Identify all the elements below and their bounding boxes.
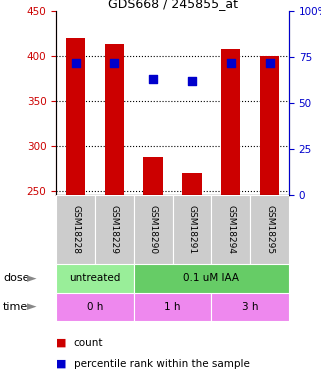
Bar	[56, 292, 134, 321]
Bar	[95, 195, 134, 264]
Bar	[260, 56, 279, 195]
Point	[73, 60, 78, 66]
Text: untreated: untreated	[69, 273, 121, 284]
Bar	[134, 195, 173, 264]
Point	[189, 78, 195, 84]
Bar	[172, 195, 211, 264]
Text: ■: ■	[56, 338, 67, 348]
Text: ►: ►	[27, 300, 37, 313]
Text: GSM18295: GSM18295	[265, 205, 274, 254]
Point	[151, 76, 156, 82]
Text: 0 h: 0 h	[87, 302, 103, 312]
Point	[228, 60, 233, 66]
Text: 1 h: 1 h	[164, 302, 181, 312]
Text: 3 h: 3 h	[242, 302, 258, 312]
Text: GSM18229: GSM18229	[110, 205, 119, 254]
Text: GSM18290: GSM18290	[149, 205, 158, 254]
Bar	[182, 174, 202, 195]
Bar	[105, 44, 124, 195]
Bar	[250, 195, 289, 264]
Bar	[134, 264, 289, 292]
Text: dose: dose	[3, 273, 30, 284]
Text: ■: ■	[56, 359, 67, 369]
Text: GSM18291: GSM18291	[187, 205, 196, 254]
Text: GSM18228: GSM18228	[71, 205, 80, 254]
Text: percentile rank within the sample: percentile rank within the sample	[74, 359, 250, 369]
Bar	[143, 158, 163, 195]
Text: 0.1 uM IAA: 0.1 uM IAA	[183, 273, 239, 284]
Text: time: time	[3, 302, 29, 312]
Bar	[221, 49, 240, 195]
Text: ►: ►	[27, 272, 37, 285]
Text: count: count	[74, 338, 103, 348]
Title: GDS668 / 245855_at: GDS668 / 245855_at	[108, 0, 238, 10]
Bar	[56, 264, 134, 292]
Point	[112, 60, 117, 66]
Bar	[211, 292, 289, 321]
Bar	[66, 38, 85, 195]
Point	[267, 60, 272, 66]
Bar	[211, 195, 250, 264]
Bar	[56, 195, 95, 264]
Text: GSM18294: GSM18294	[226, 205, 235, 254]
Bar	[134, 292, 211, 321]
